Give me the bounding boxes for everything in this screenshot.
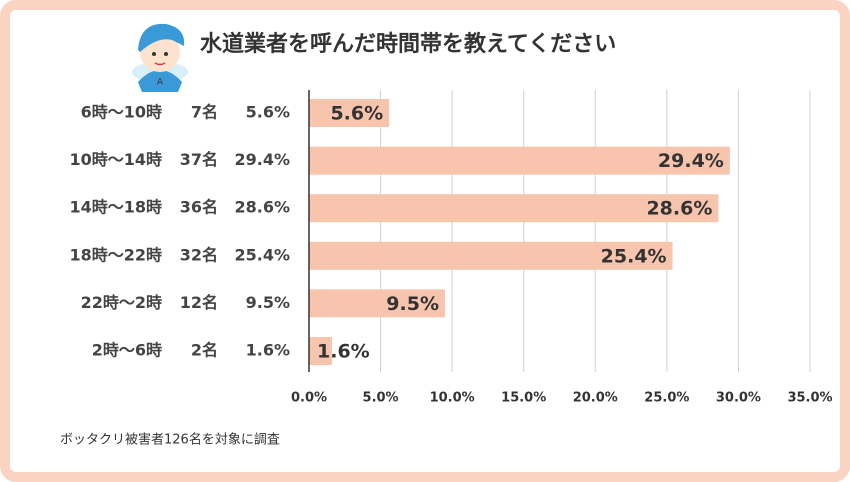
mascot: A xyxy=(132,23,188,92)
category-label: 2時〜6時 xyxy=(92,341,162,360)
percent-label: 28.6% xyxy=(234,198,290,217)
value-label: 1.6% xyxy=(317,341,370,363)
count-label: 32名 xyxy=(180,245,218,264)
value-label: 5.6% xyxy=(330,103,383,125)
svg-text:A: A xyxy=(157,78,164,88)
bar xyxy=(309,99,390,127)
percent-label: 29.4% xyxy=(234,150,290,169)
x-tick-label: 0.0% xyxy=(291,391,327,406)
count-label: 12名 xyxy=(180,293,218,312)
bar xyxy=(309,241,673,270)
count-label: 36名 xyxy=(180,198,218,217)
bar xyxy=(309,194,719,223)
percent-label: 9.5% xyxy=(246,293,290,312)
bar xyxy=(309,337,332,365)
value-label: 25.4% xyxy=(601,245,667,267)
value-label: 9.5% xyxy=(386,293,439,315)
category-label: 14時〜18時 xyxy=(69,198,162,217)
category-label: 18時〜22時 xyxy=(69,245,162,264)
chart-title: 水道業者を呼んだ時間帯を教えてください xyxy=(200,31,616,57)
category-label: 22時〜2時 xyxy=(81,293,162,312)
percent-label: 1.6% xyxy=(246,341,290,360)
count-label: 2名 xyxy=(191,341,218,360)
category-label: 10時〜14時 xyxy=(69,150,162,169)
x-tick-label: 10.0% xyxy=(430,391,475,406)
x-tick-label: 30.0% xyxy=(716,391,761,406)
x-tick-label: 5.0% xyxy=(363,391,399,406)
bar xyxy=(309,146,730,175)
x-tick-label: 20.0% xyxy=(573,391,618,406)
bar xyxy=(309,289,445,318)
x-tick-label: 25.0% xyxy=(644,391,689,406)
count-label: 37名 xyxy=(180,150,218,169)
footnote: ボッタクリ被害者126名を対象に調査 xyxy=(60,432,280,448)
count-label: 7名 xyxy=(191,103,218,122)
category-label: 6時〜10時 xyxy=(81,103,162,122)
value-label: 28.6% xyxy=(646,198,712,220)
percent-label: 5.6% xyxy=(246,103,290,122)
x-tick-label: 35.0% xyxy=(787,391,832,406)
percent-label: 25.4% xyxy=(234,245,290,264)
value-label: 29.4% xyxy=(658,150,724,172)
x-tick-label: 15.0% xyxy=(501,391,546,406)
